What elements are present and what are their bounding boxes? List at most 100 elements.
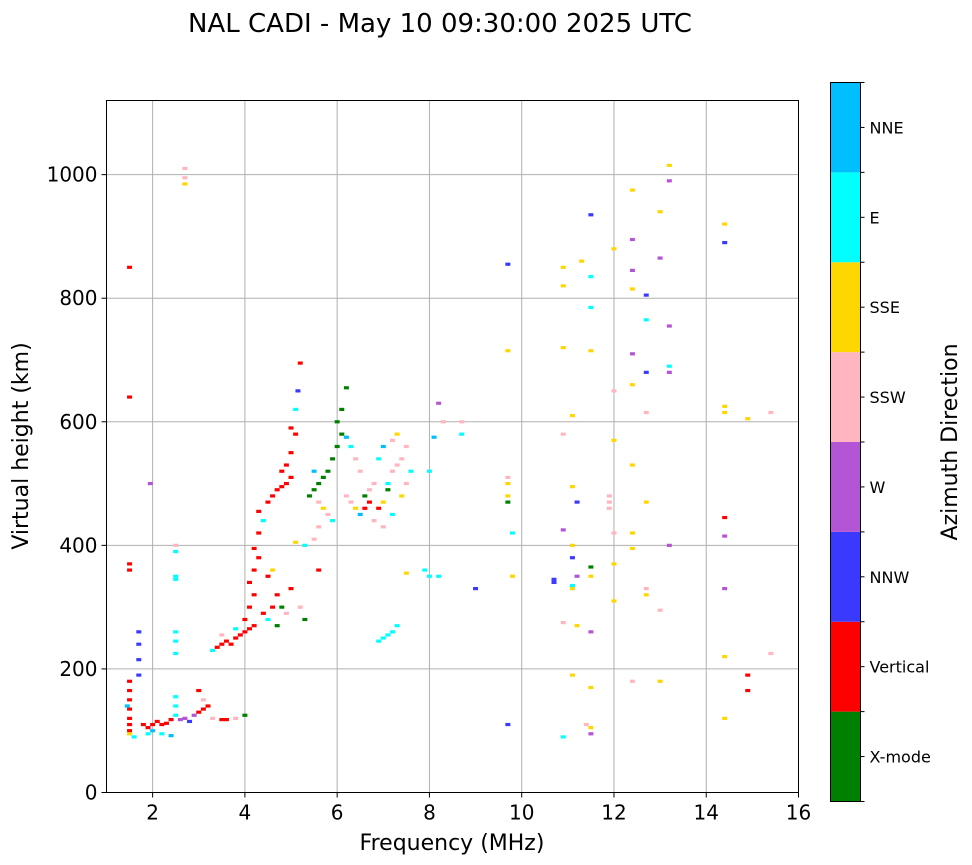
ionogram-echo-e	[560, 735, 566, 739]
ionogram-echo-sse	[569, 485, 575, 489]
ionogram-echo-sse	[127, 732, 133, 736]
ionogram-echo-vertical	[362, 506, 368, 510]
ionogram-echo-ssw	[182, 176, 188, 180]
y-tick-label: 800	[59, 286, 97, 310]
ionogram-echo-sse	[569, 543, 575, 547]
ionogram-echo-vertical	[159, 722, 165, 727]
ionogram-echo-sse	[588, 574, 594, 578]
ionogram-echo-ssw	[459, 420, 465, 424]
ionogram-echo-w	[666, 543, 672, 547]
y-axis: 0 200 400 600 800 1000	[47, 163, 107, 805]
colorbar-segment-sse	[830, 262, 861, 353]
ionogram-echo-w	[560, 528, 566, 532]
colorbar-label-x-mode: X-mode	[870, 748, 931, 767]
ionogram-echo-nne	[343, 435, 349, 439]
ionogram-echo-nne	[311, 469, 317, 473]
ionogram-echo-sse	[611, 599, 617, 603]
ionogram-echo-nnw	[551, 577, 557, 581]
ionogram-echo-ssw	[505, 475, 511, 479]
ionogram-echo-sse	[722, 654, 728, 659]
ionogram-echo-nnw	[722, 241, 728, 245]
x-axis: 2 4 6 8 10 12 14 16	[146, 792, 811, 825]
ionogram-echo-nnw	[569, 556, 575, 560]
ionogram-echo-w	[436, 401, 442, 405]
ionogram-echo-w	[147, 481, 153, 486]
ionogram-echo-vertical	[196, 710, 202, 714]
ionogram-echo-ssw	[606, 494, 612, 498]
ionogram-echo-vertical	[205, 704, 211, 708]
ionogram-echo-sse	[643, 500, 649, 504]
ionogram-echo-sse	[629, 546, 635, 551]
ionogram-echo-vertical	[247, 580, 253, 585]
ionogram-echo-e	[426, 574, 432, 578]
ionogram-echo-w	[574, 574, 580, 578]
ionogram-echo-vertical	[251, 624, 257, 628]
ionogram-echo-e	[643, 318, 649, 322]
ionogram-echo-ssw	[399, 457, 405, 461]
ionogram-echo-x-mode	[334, 444, 340, 449]
ionogram-echo-sse	[380, 500, 386, 504]
ionogram-echo-vertical	[288, 451, 294, 455]
ionogram-echo-sse	[505, 494, 511, 498]
x-tick-label: 4	[239, 801, 252, 825]
ionogram-echo-w	[722, 534, 728, 538]
ionogram-echo-w	[666, 370, 672, 374]
ionogram-echo-vertical	[127, 722, 133, 727]
ionogram-echo-e	[436, 574, 442, 578]
ionogram-echo-vertical	[214, 645, 220, 649]
ionogram-echo-e	[330, 519, 336, 523]
ionogram-echo-vertical	[256, 531, 262, 535]
ionogram-echo-ssw	[316, 500, 322, 504]
ionogram-echo-nnw	[643, 293, 649, 297]
ionogram-echo-nnw	[574, 500, 580, 504]
ionogram-echo-vertical	[145, 726, 151, 730]
ionogram-echo-vertical	[223, 639, 229, 643]
ionogram-echo-sse	[666, 163, 672, 167]
ionogram-echo-nne	[150, 729, 156, 733]
ionogram-echo-x-mode	[306, 494, 312, 498]
ionogram-echo-ssw	[606, 506, 612, 510]
ionogram-echo-sse	[629, 463, 635, 467]
ionogram-echo-e	[408, 469, 414, 473]
ionogram-echo-vertical	[233, 636, 239, 640]
ionogram-echo-ssw	[657, 608, 663, 612]
ionogram-echo-sse	[560, 284, 566, 288]
x-tick-label: 6	[331, 801, 344, 825]
ionogram-echo-e	[173, 549, 179, 554]
ionogram-echo-e	[394, 624, 400, 628]
ionogram-echo-sse	[629, 188, 635, 192]
ionogram-echo-vertical	[223, 717, 229, 722]
ionogram-echo-x-mode	[334, 420, 340, 424]
plot-frame	[106, 100, 799, 793]
ionogram-echo-ssw	[182, 166, 188, 171]
ionogram-echo-e	[173, 577, 179, 581]
ionogram-echo-e	[588, 274, 594, 279]
x-tick-label: 16	[786, 801, 811, 825]
ionogram-echo-w	[182, 716, 188, 720]
ionogram-echo-e	[385, 633, 391, 637]
ionogram-echo-sse	[569, 587, 575, 591]
ionogram-echo-vertical	[127, 716, 133, 720]
ionogram-echo-vertical	[242, 617, 248, 622]
ionogram-echo-ssw	[343, 494, 349, 498]
ionogram-echo-e	[376, 639, 382, 643]
ionogram-echo-ssw	[173, 543, 179, 547]
ionogram-echo-x-mode	[362, 494, 368, 498]
ionogram-echo-x-mode	[385, 488, 391, 492]
ionogram-echo-sse	[629, 531, 635, 535]
ionogram-echo-sse	[505, 349, 511, 353]
ionogram-echo-vertical	[722, 515, 728, 520]
ionogram-echo-ssw	[297, 605, 303, 609]
ionogram-echo-vertical	[279, 469, 285, 473]
ionogram-echo-ssw	[611, 389, 617, 393]
ionogram-echo-sse	[588, 726, 594, 730]
ionogram-echo-e	[173, 695, 179, 699]
ionogram-echo-sse	[270, 568, 276, 572]
ionogram-echo-sse	[574, 624, 580, 628]
ionogram-echo-sse	[629, 383, 635, 387]
data-marks	[124, 163, 774, 739]
ionogram-echo-vertical	[274, 488, 280, 492]
ionogram-echo-ssw	[560, 620, 566, 625]
ionogram-echo-x-mode	[343, 386, 349, 390]
